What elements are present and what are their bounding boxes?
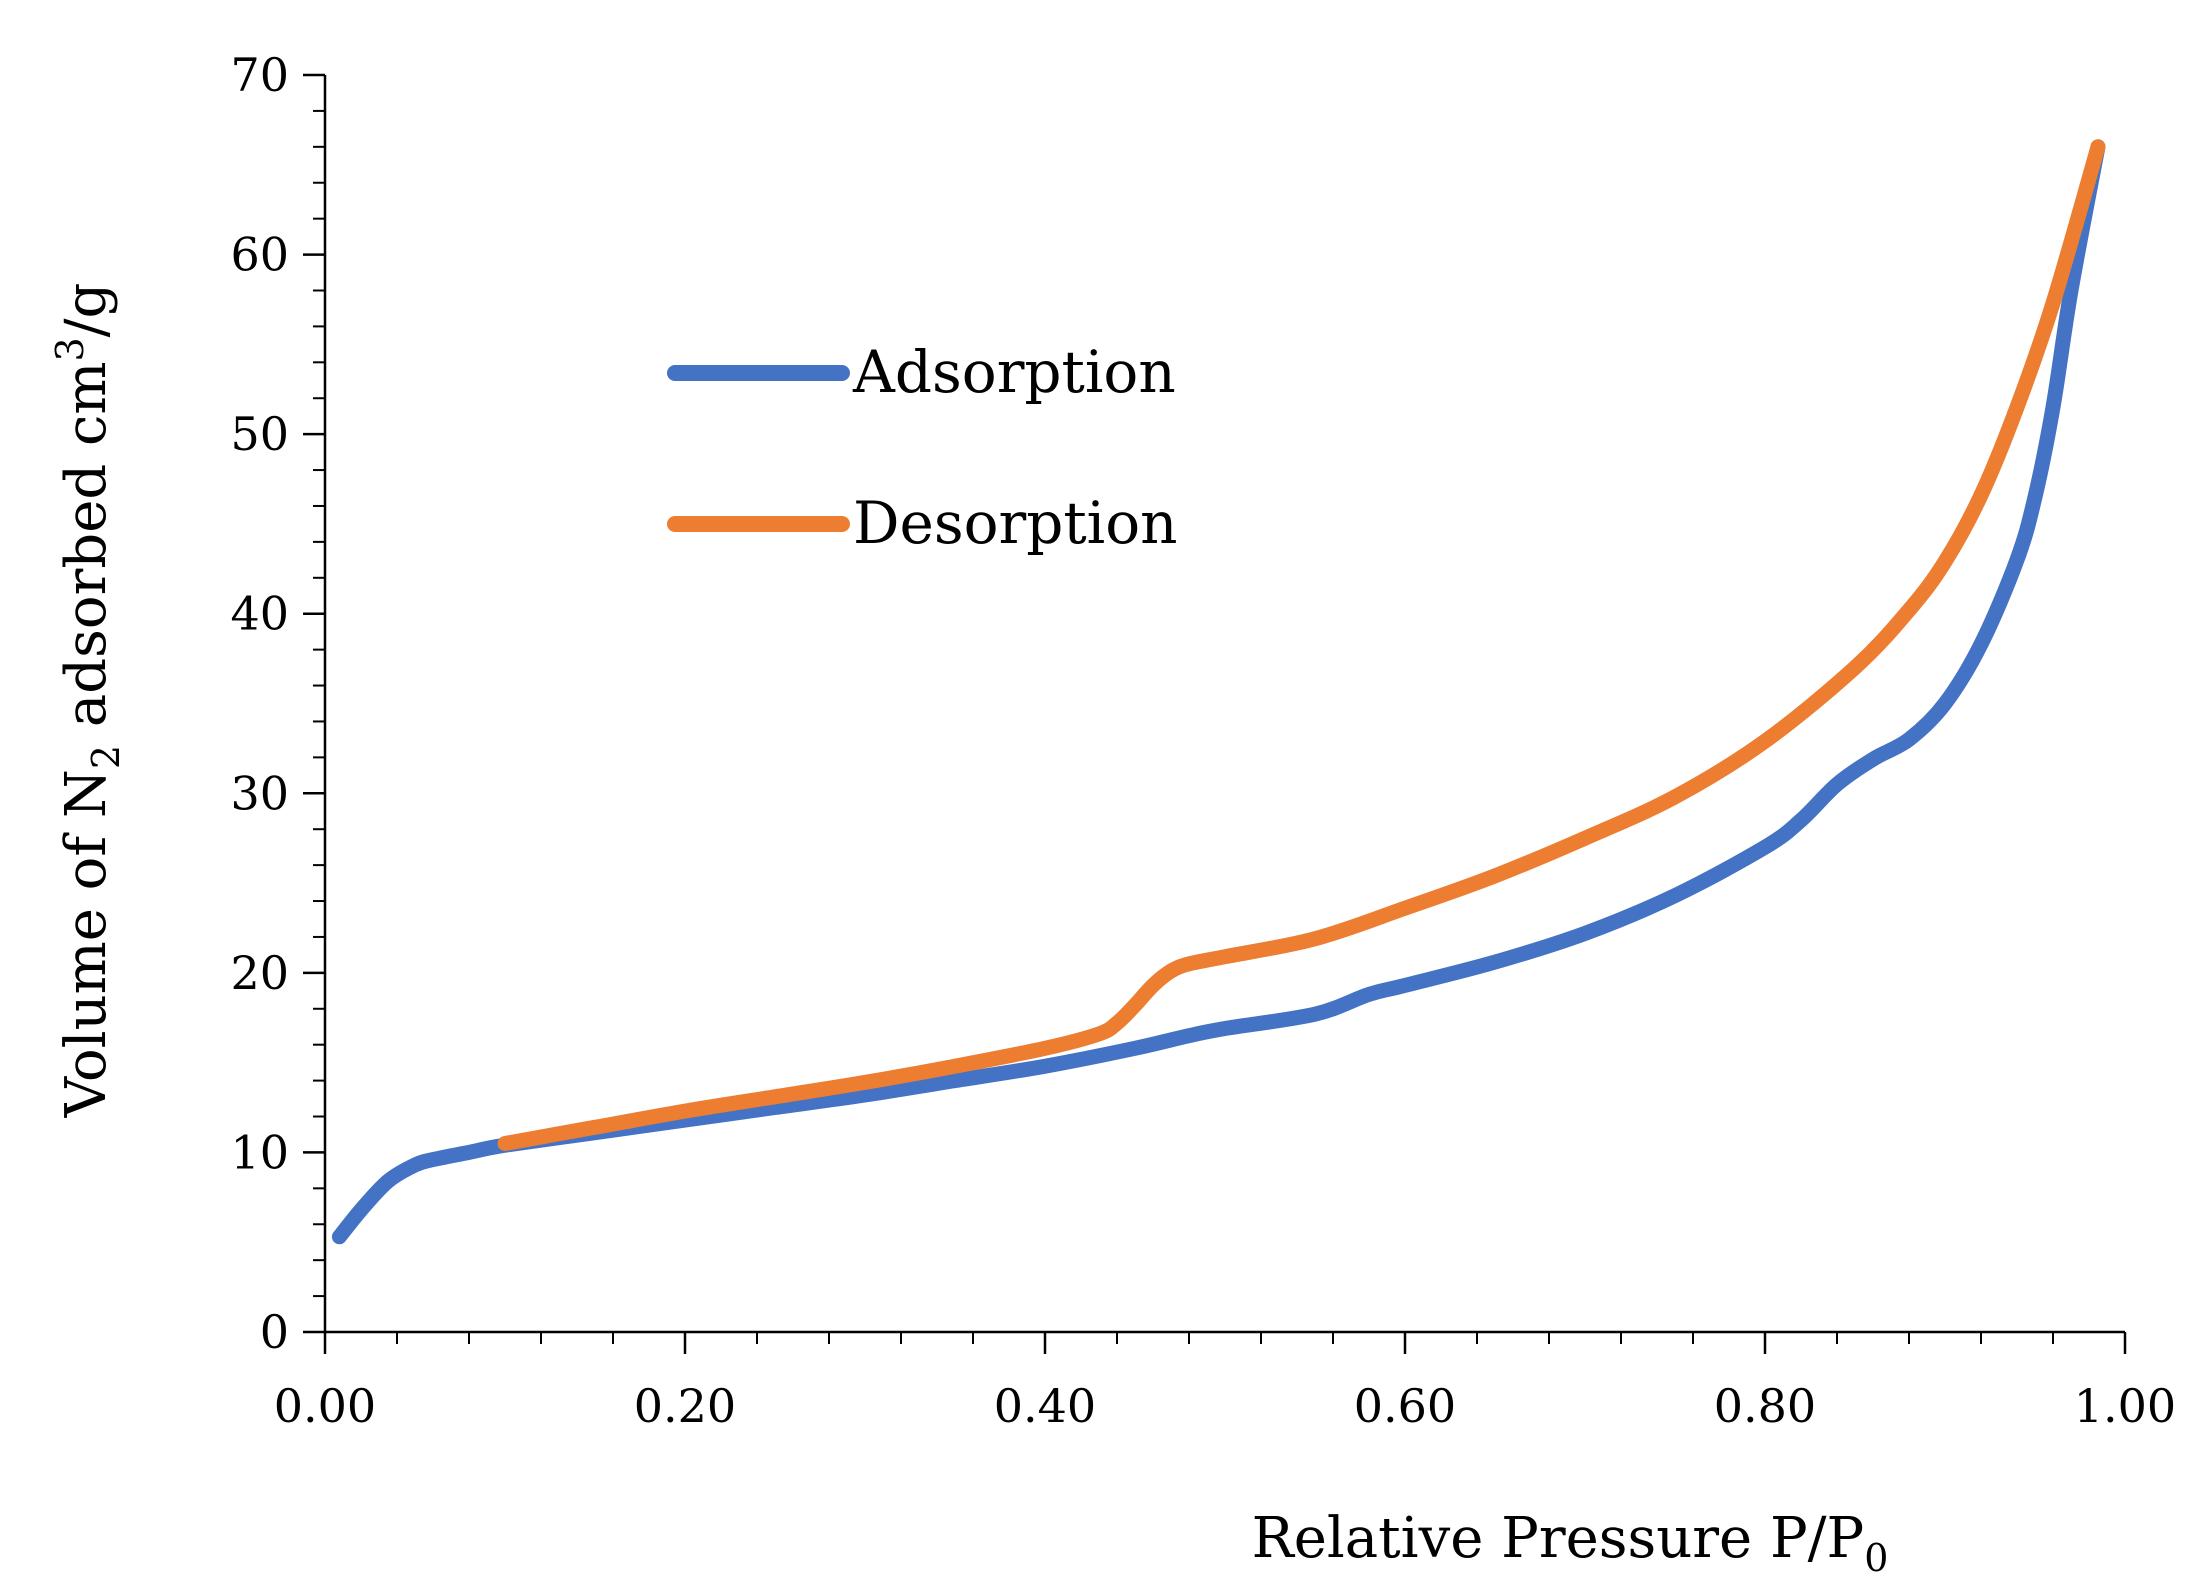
y-tick-label: 50 [230, 407, 289, 461]
y-tick-label: 60 [230, 228, 289, 282]
y-tick-label: 0 [260, 1305, 289, 1359]
x-axis-title-subscript: 0 [1864, 1536, 1888, 1580]
y-tick-label: 70 [230, 48, 289, 102]
legend: Adsorption Desorption [667, 338, 1178, 557]
series-line-desorption [497, 139, 2106, 1151]
x-tick-label: 0.80 [1714, 1379, 1816, 1433]
legend-label-desorption: Desorption [853, 489, 1178, 557]
legend-label-adsorption: Adsorption [852, 338, 1176, 406]
ticks: 0 10 20 30 40 50 60 70 0.00 0.20 0.40 0.60 0.80 1.00 [230, 48, 2176, 1433]
y-axis-title-superscript: 3 [48, 337, 92, 361]
y-tick-label: 10 [230, 1125, 289, 1179]
axes [323, 75, 2125, 1334]
x-tick-label: 0.00 [274, 1379, 376, 1433]
x-tick-label: 0.20 [634, 1379, 736, 1433]
y-tick-label: 40 [230, 587, 289, 641]
y-axis-title-subscript: 2 [84, 745, 128, 769]
x-tick-label: 0.40 [994, 1379, 1096, 1433]
y-axis-title-part3: /g [54, 283, 119, 338]
x-tick-label: 0.60 [1354, 1379, 1456, 1433]
x-axis-title-main: Relative Pressure P/P [1252, 1506, 1865, 1571]
x-axis-title: Relative Pressure P/P0 [1252, 1506, 1889, 1580]
series-layer [331, 139, 2106, 1245]
y-axis-title: Volume of N2 adsorbed cm3/g [48, 283, 128, 1119]
y-tick-label: 30 [230, 766, 289, 820]
y-axis-title-part1: Volume of N [54, 769, 119, 1118]
y-axis-title-part2: adsorbed cm [54, 362, 119, 745]
y-tick-label: 20 [230, 946, 289, 1000]
x-tick-label: 1.00 [2074, 1379, 2176, 1433]
